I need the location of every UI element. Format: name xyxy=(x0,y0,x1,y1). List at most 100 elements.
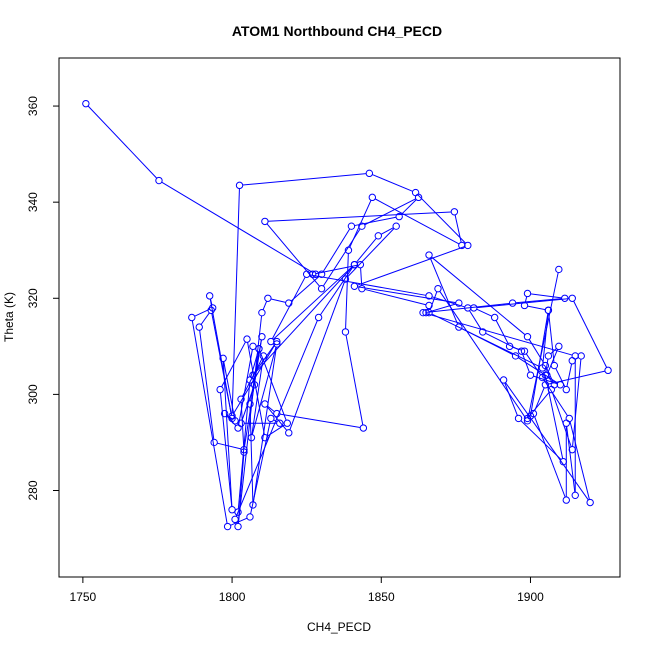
series-segment xyxy=(374,198,460,245)
series-segment xyxy=(315,264,358,275)
series-segment xyxy=(548,370,606,385)
data-point xyxy=(559,457,568,466)
data-point xyxy=(450,208,459,216)
series-segment xyxy=(515,298,562,304)
series-segment xyxy=(251,359,264,435)
data-point xyxy=(255,345,263,353)
series-segment xyxy=(364,288,427,306)
data-point xyxy=(259,352,268,360)
data-point xyxy=(422,308,430,317)
series-segment xyxy=(354,216,397,227)
data-point xyxy=(240,445,248,454)
series-segment xyxy=(429,291,438,310)
series-layer xyxy=(82,99,612,531)
series-segment xyxy=(200,312,210,325)
data-point xyxy=(508,299,517,307)
series-segment xyxy=(529,391,550,417)
series-segment xyxy=(267,424,285,437)
data-point xyxy=(228,414,236,423)
y-tick-label: 300 xyxy=(26,384,40,404)
data-point xyxy=(228,506,236,514)
data-point xyxy=(317,284,326,293)
data-point xyxy=(264,294,272,302)
series-segment xyxy=(259,351,287,421)
series-segment xyxy=(345,253,349,329)
data-point xyxy=(341,328,350,336)
series-segment xyxy=(454,214,462,243)
y-axis-label: Theta (K) xyxy=(2,292,16,342)
series-segment xyxy=(322,228,351,272)
data-point xyxy=(505,342,514,351)
data-point xyxy=(246,400,254,408)
data-point xyxy=(523,417,532,425)
series-segment xyxy=(426,302,510,313)
series-segment xyxy=(566,363,573,387)
series-segment xyxy=(347,228,395,278)
data-point xyxy=(586,498,594,507)
data-point xyxy=(243,335,251,343)
data-point xyxy=(235,181,244,190)
data-point xyxy=(555,342,563,351)
series-segment xyxy=(273,419,278,423)
data-point xyxy=(562,385,570,394)
series-segment xyxy=(504,382,518,416)
x-tick-label: 1850 xyxy=(368,590,395,604)
series-segment xyxy=(266,406,288,431)
data-point xyxy=(302,270,311,278)
series-segment xyxy=(222,361,233,507)
data-point xyxy=(425,251,433,259)
series-segment xyxy=(417,194,466,244)
series-segment xyxy=(495,320,509,344)
series-segment xyxy=(262,301,268,310)
data-point xyxy=(234,522,242,531)
series-segment xyxy=(87,105,158,179)
data-point xyxy=(358,284,366,293)
data-point xyxy=(470,304,478,312)
data-point xyxy=(267,414,275,423)
data-point xyxy=(234,424,242,432)
data-point xyxy=(261,400,269,408)
series-segment xyxy=(380,227,394,235)
data-point xyxy=(350,260,359,269)
series-segment xyxy=(545,359,549,373)
data-point xyxy=(249,342,257,351)
series-segment xyxy=(429,257,459,325)
data-point xyxy=(464,241,472,250)
data-point xyxy=(458,241,466,250)
data-point xyxy=(207,306,215,314)
data-point xyxy=(556,381,565,389)
data-point xyxy=(220,409,229,418)
y-tick-label: 280 xyxy=(26,480,40,500)
data-point xyxy=(216,385,224,394)
data-point xyxy=(261,433,269,442)
series-segment xyxy=(309,274,426,296)
data-point xyxy=(350,282,359,290)
series-segment xyxy=(550,348,557,355)
series-segment xyxy=(534,387,545,411)
data-point xyxy=(562,419,570,427)
series-segment xyxy=(217,442,242,450)
y-axis: 280 300 320 340 360 xyxy=(26,96,59,501)
series-segment xyxy=(548,377,553,383)
series-segment xyxy=(372,174,413,192)
series-segment xyxy=(505,382,589,501)
data-point xyxy=(425,292,433,300)
series-segment xyxy=(254,343,276,373)
series-segment xyxy=(240,402,245,449)
data-point xyxy=(276,419,284,427)
data-point xyxy=(411,188,420,197)
data-point xyxy=(246,513,254,521)
series-segment xyxy=(356,237,377,263)
series-segment xyxy=(254,266,353,374)
data-point xyxy=(267,337,275,346)
data-point xyxy=(250,381,259,389)
series-segment xyxy=(573,300,608,368)
data-point xyxy=(499,376,508,384)
data-point xyxy=(561,294,569,302)
data-point xyxy=(195,323,203,331)
series-segment xyxy=(226,415,233,420)
data-point xyxy=(511,352,520,360)
series-segment xyxy=(268,211,452,222)
data-point xyxy=(565,414,573,423)
